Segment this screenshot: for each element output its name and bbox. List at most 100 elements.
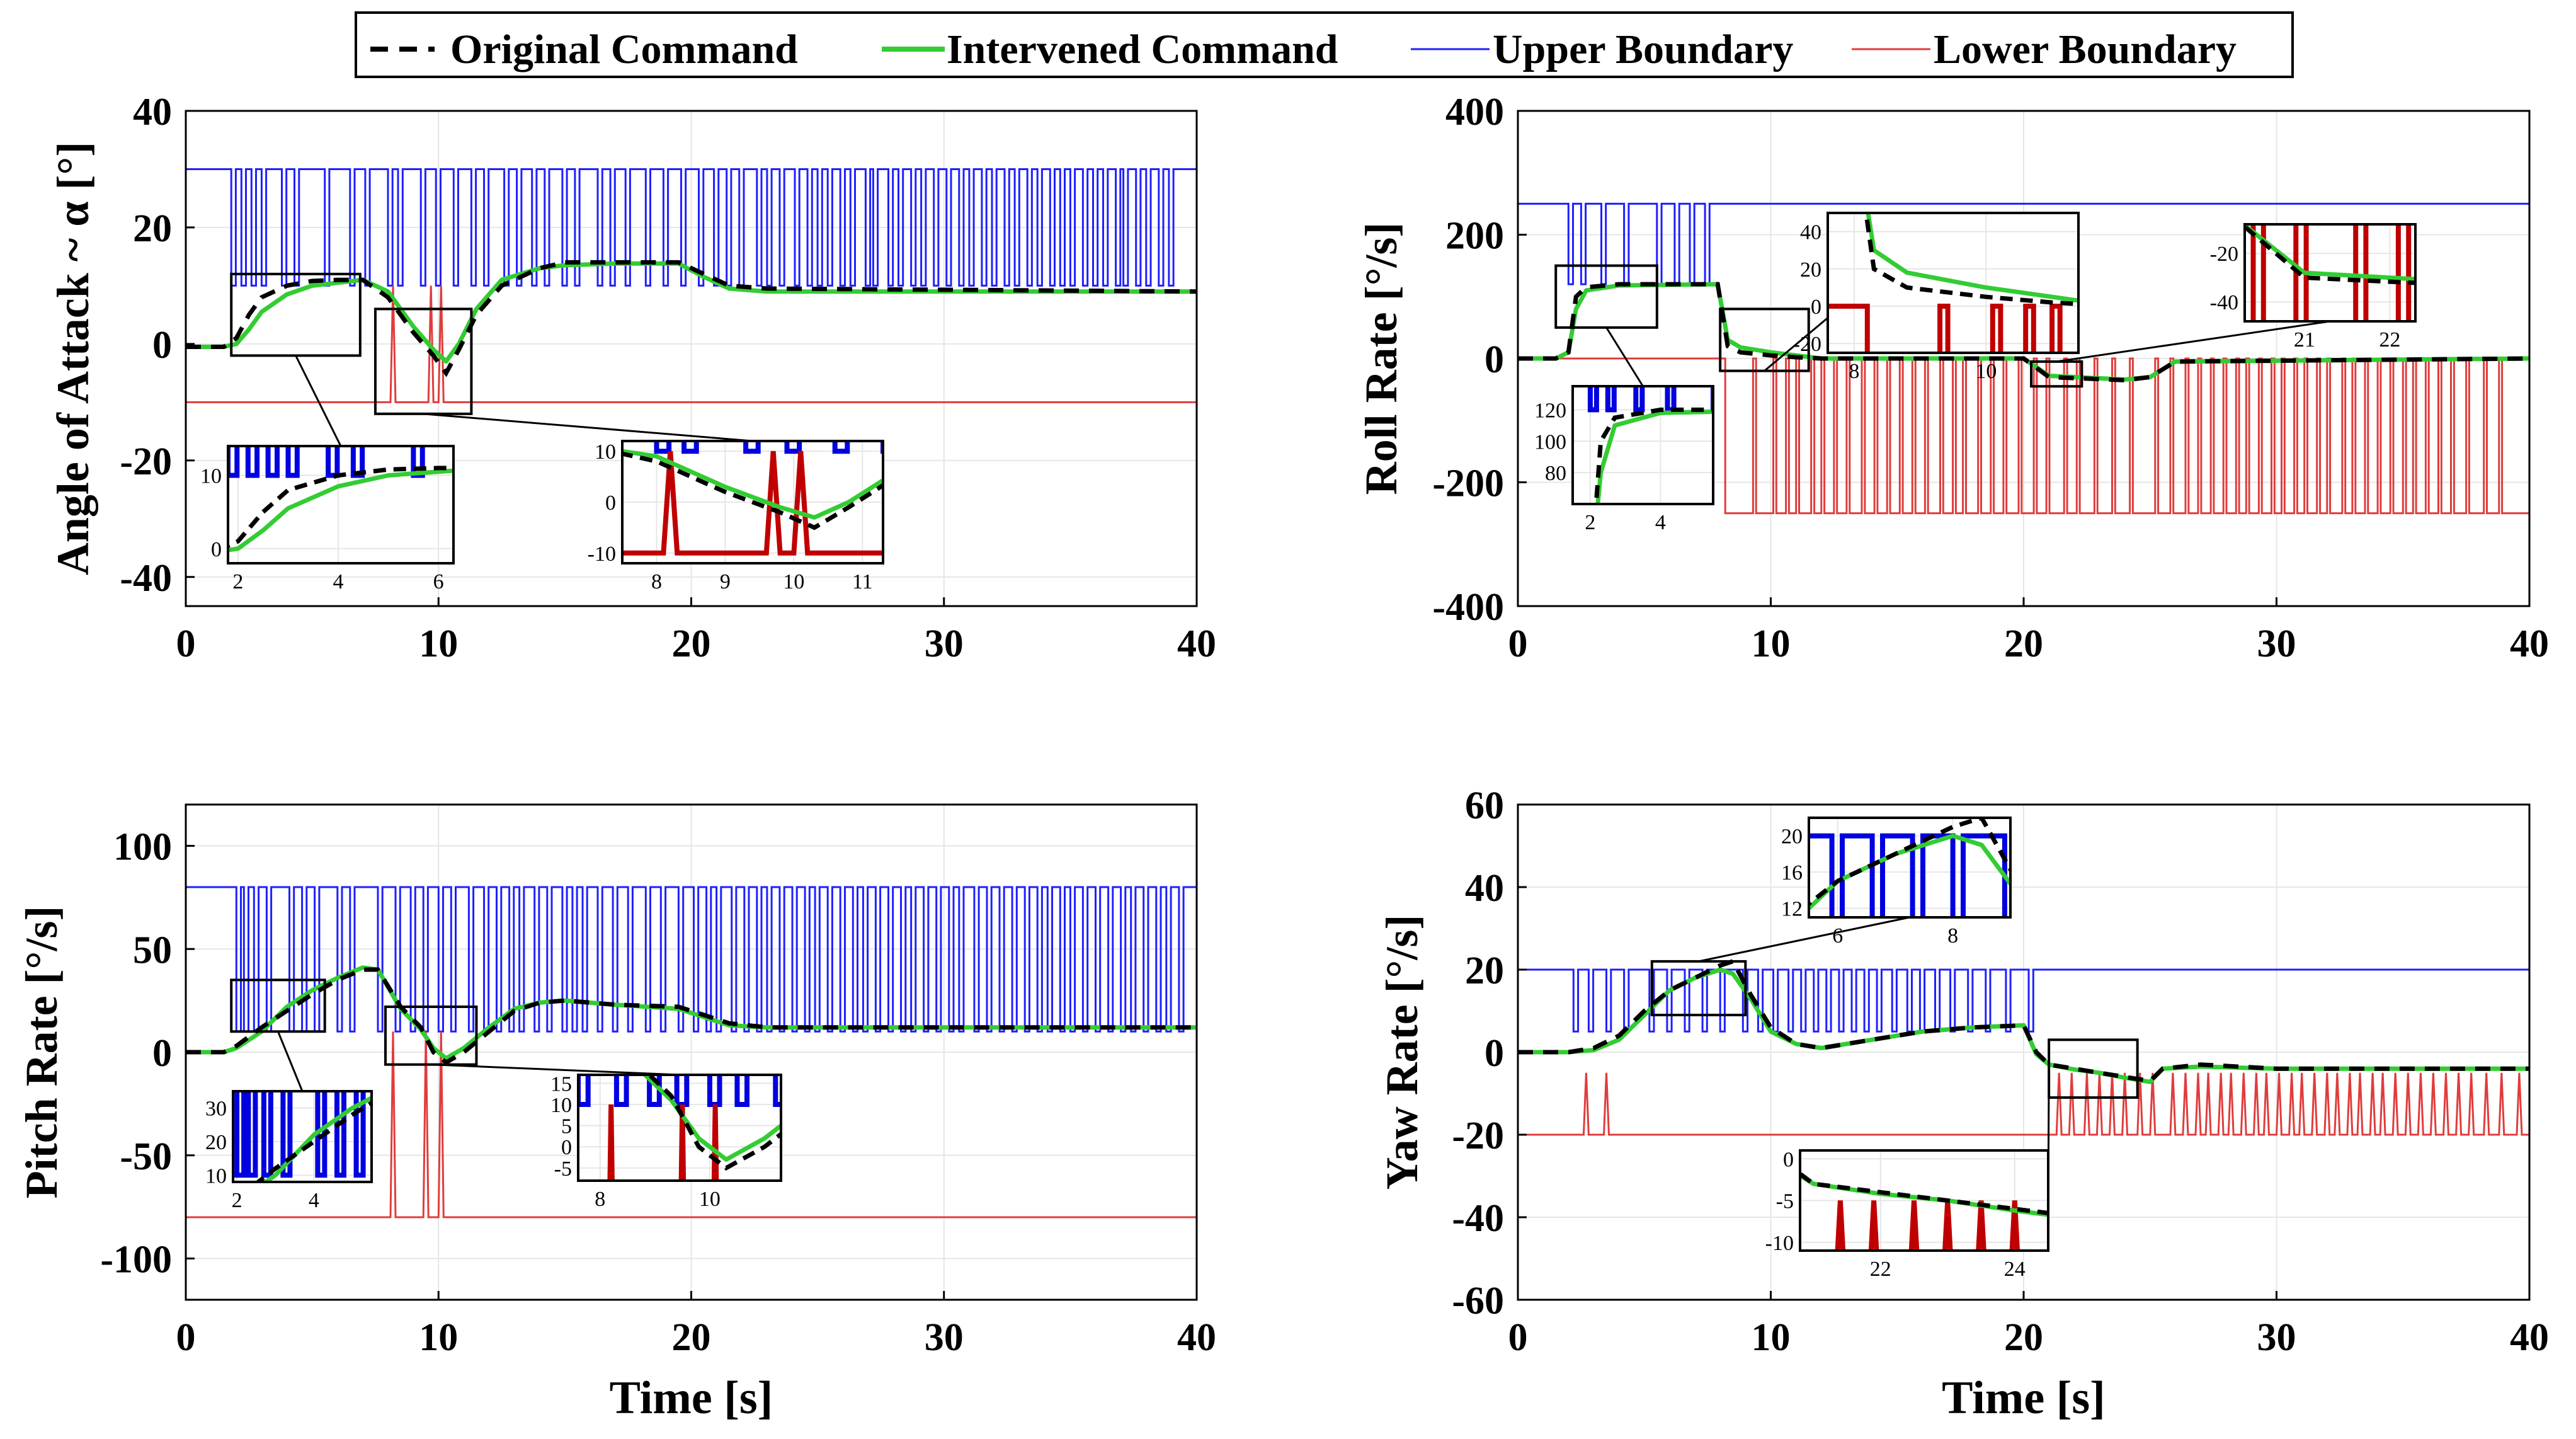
pitch-xtick-label-2: 20 (672, 1316, 711, 1359)
legend: Original Command Intervened Command Uppe… (355, 11, 2294, 78)
roll-ytick-label-4: -400 (1432, 586, 1504, 629)
yaw-original-line (1518, 958, 2529, 1084)
aoa-inset-bg-0 (228, 446, 453, 563)
roll-inset-0-xtick-0: 2 (1585, 511, 1595, 534)
roll-xtick-label-2: 20 (2004, 622, 2043, 665)
aoa-inset-1-ytick-2: -10 (588, 542, 616, 566)
pitch-xtick-label-1: 10 (419, 1316, 458, 1359)
yaw-xtick-label-4: 40 (2510, 1316, 2549, 1359)
pitch-inset-0-xtick-1: 4 (309, 1189, 319, 1212)
pitch-inset-0-ytick-1: 20 (205, 1131, 227, 1154)
aoa-inset-0-ytick-1: 0 (211, 538, 222, 561)
pitch-inset-0-series (234, 1091, 372, 1182)
yaw-ytick-label-6: -60 (1452, 1280, 1504, 1322)
aoa-inset-0-xtick-0: 2 (232, 570, 243, 593)
yaw-xtick-label-1: 10 (1752, 1316, 1791, 1359)
aoa-ytick-label-4: -40 (120, 557, 172, 600)
roll-inset-2-ytick-1: -40 (2210, 291, 2238, 314)
aoa-inset-1-upper-boundary (654, 441, 883, 454)
aoa-ytick-label-3: -20 (120, 440, 172, 483)
roll-zoom-box-2 (2030, 360, 2083, 388)
aoa-xtick-label-1: 10 (419, 622, 458, 665)
roll-zoom-connector-2 (2056, 320, 2330, 363)
pitch-inset-1-ytick-0: 15 (550, 1072, 572, 1096)
yaw-ytick-label-0: 60 (1465, 784, 1504, 827)
yaw-zoom-connector-0 (1698, 916, 1910, 963)
roll-ytick-label-3: -200 (1432, 462, 1504, 505)
aoa-inset-1-xtick-1: 9 (720, 570, 731, 593)
yaw-ytick-label-3: 0 (1485, 1032, 1504, 1075)
roll-inset-2-ytick-0: -20 (2210, 243, 2238, 266)
pitch-zoom-connector-0 (277, 1031, 304, 1092)
aoa-inset-0-ytick-0: 10 (200, 465, 222, 488)
roll-inset-1-original-line (1864, 213, 2078, 306)
roll-inset-0-xtick-1: 4 (1655, 511, 1666, 534)
pitch-inset-0-ytick-0: 30 (205, 1098, 227, 1121)
pitch-zoom-connector-1 (431, 1063, 680, 1076)
aoa-inset-1-ytick-1: 0 (605, 491, 616, 515)
legend-label-lower: Lower Boundary (1934, 26, 2237, 72)
pitch-inset-1-ytick-3: 0 (561, 1136, 572, 1159)
yaw-ytick-label-5: -40 (1452, 1197, 1504, 1240)
pitch-inset-0-ytick-2: 10 (205, 1164, 227, 1188)
pitch-inset-1-original-line (646, 1075, 781, 1171)
aoa-inset-1-xtick-2: 10 (783, 570, 804, 593)
aoa-inset-1-ytick-0: 10 (595, 440, 616, 464)
roll-inset-2-xtick-1: 22 (2379, 328, 2400, 352)
pitch-series (186, 886, 1197, 1218)
aoa-zoom-connector-0 (295, 355, 342, 447)
aoa-xtick-label-2: 20 (672, 622, 711, 665)
roll-inset-0-ytick-1: 100 (1534, 430, 1566, 454)
yaw-inset-1-series (1800, 1171, 2048, 1251)
roll-inset-1-ytick-2: 0 (1811, 295, 1821, 319)
yaw-inset-0-ytick-1: 16 (1781, 861, 1803, 885)
pitch-ytick-label-1: 50 (133, 929, 172, 972)
aoa-xtick-label-0: 0 (176, 622, 196, 665)
pitch-ytick-label-0: 100 (113, 826, 172, 869)
yaw-inset-1-xtick-0: 22 (1870, 1258, 1891, 1281)
yaw-inset-1-xtick-1: 24 (2004, 1258, 2026, 1281)
aoa-inset-1-lower-boundary (622, 450, 883, 556)
roll-inset-frame-1 (1827, 212, 2080, 354)
roll-xtick-label-0: 0 (1508, 622, 1528, 665)
roll-ytick-label-1: 200 (1445, 215, 1504, 258)
pitch-inset-frame-1 (577, 1074, 782, 1182)
aoa-inset-1-xtick-3: 11 (852, 570, 873, 593)
roll-inset-0-series (1587, 386, 1713, 504)
pitch-inset-0-intervened-line (261, 1095, 372, 1182)
yaw-xtick-label-3: 30 (2257, 1316, 2296, 1359)
aoa-inset-0-xtick-1: 4 (333, 570, 344, 593)
yaw-y-axis-title: Yaw Rate [°/s] (1377, 915, 1427, 1190)
aoa-inset-0-original-line (228, 466, 453, 548)
roll-inset-0-ytick-2: 80 (1545, 462, 1566, 485)
pitch-ytick-label-3: -50 (120, 1135, 172, 1178)
roll-xtick-label-1: 10 (1752, 622, 1791, 665)
roll-inset-1-ytick-1: 20 (1800, 258, 1821, 282)
yaw-inset-frame-0 (1808, 817, 2012, 919)
pitch-upper-boundary (186, 886, 1197, 1033)
pitch-xtick-label-3: 30 (925, 1316, 964, 1359)
aoa-xtick-label-3: 30 (925, 622, 964, 665)
pitch-x-axis-title: Time [s] (610, 1372, 773, 1424)
pitch-y-axis-title: Pitch Rate [°/s] (16, 906, 67, 1199)
aoa-intervened-line (186, 261, 1197, 364)
aoa-inset-1-original-line (622, 451, 883, 530)
yaw-inset-1-lower-boundary (1835, 1200, 2020, 1251)
yaw-inset-1-ytick-1: -5 (1776, 1190, 1794, 1213)
pitch-inset-1-ytick-1: 10 (550, 1094, 572, 1117)
yaw-xtick-label-2: 20 (2004, 1316, 2043, 1359)
aoa-ytick-label-1: 20 (133, 207, 172, 250)
aoa-lower-boundary (186, 285, 1197, 403)
roll-inset-1-xtick-0: 8 (1849, 360, 1859, 383)
yaw-inset-frame-1 (1799, 1149, 2049, 1252)
aoa-inset-0-xtick-2: 6 (433, 570, 444, 593)
roll-lower-boundary (1518, 357, 2529, 515)
roll-inset-2-xtick-0: 21 (2294, 328, 2315, 352)
pitch-lower-boundary (186, 1031, 1197, 1218)
aoa-ytick-label-2: 0 (152, 324, 172, 367)
